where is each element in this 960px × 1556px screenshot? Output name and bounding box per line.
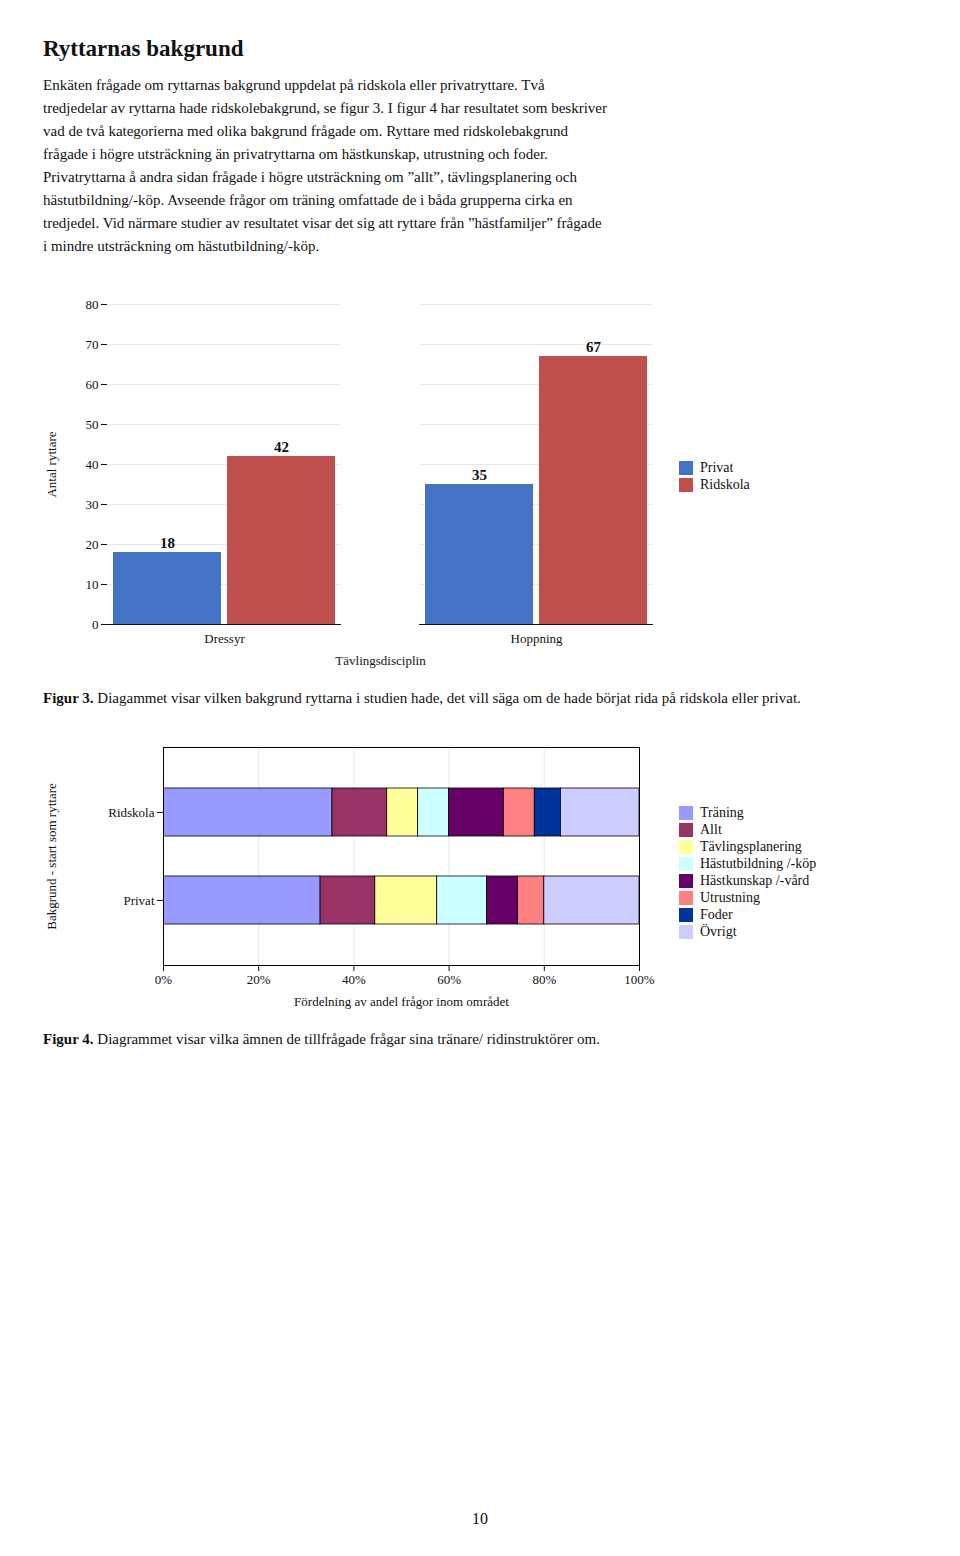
html-text:i mindre utsträckning om hästu: i mindre utsträckning om hästutbildning/… [43, 238, 320, 254]
svg-text:Dressyr: Dressyr [204, 631, 245, 646]
svg-text:Antal ryttare: Antal ryttare [44, 431, 59, 497]
svg-text:Fördelning av andel frågor ino: Fördelning av andel frågor inom området [294, 994, 509, 1009]
html-text:Hästkunskap /-vård: Hästkunskap /-vård [700, 872, 810, 888]
svg-text:20%: 20% [247, 972, 271, 987]
html-text:tredjedelar av ryttarna hade r: tredjedelar av ryttarna hade ridskolebak… [43, 100, 607, 116]
html-text:hästutbildning/-köp. Avseende: hästutbildning/-köp. Avseende frågor om … [43, 192, 573, 208]
svg-text:80%: 80% [532, 972, 556, 987]
html-text:Figur 4. Diagrammet visar vilk: Figur 4. Diagrammet visar vilka ämnen de… [43, 1031, 600, 1047]
html-text:10: 10 [472, 1510, 488, 1527]
svg-text:70: 70 [86, 337, 99, 352]
html-text:Ryttarnas bakgrund: Ryttarnas bakgrund [43, 36, 244, 61]
html-text:Allt: Allt [700, 821, 722, 837]
html-text:Foder: Foder [700, 906, 733, 922]
svg-text:42: 42 [274, 439, 289, 455]
svg-text:Tävlingsdisciplin: Tävlingsdisciplin [335, 653, 426, 668]
svg-text:Bakgrund - start som ryttare: Bakgrund - start som ryttare [44, 783, 59, 930]
html-text:Hästutbildning /-köp: Hästutbildning /-köp [700, 855, 817, 871]
svg-text:67: 67 [586, 339, 602, 355]
svg-text:100%: 100% [624, 972, 655, 987]
svg-text:50: 50 [86, 417, 99, 432]
svg-text:0: 0 [92, 617, 99, 632]
svg-text:30: 30 [86, 497, 99, 512]
svg-text:18: 18 [160, 535, 175, 551]
svg-text:Hoppning: Hoppning [511, 631, 564, 646]
svg-text:80: 80 [86, 297, 99, 312]
svg-text:20: 20 [86, 537, 99, 552]
svg-text:60: 60 [86, 377, 99, 392]
html-text:Övrigt: Övrigt [700, 923, 737, 939]
svg-text:Ridskola: Ridskola [108, 805, 154, 820]
svg-text:40%: 40% [342, 972, 366, 987]
html-text:frågade i högre utsträckning ä: frågade i högre utsträckning än privatry… [43, 146, 548, 162]
html-text:Privat: Privat [700, 459, 734, 475]
html-text:Träning: Träning [700, 804, 744, 820]
svg-text:0%: 0% [155, 972, 173, 987]
html-text:Utrustning: Utrustning [700, 889, 760, 905]
svg-text:60%: 60% [437, 972, 461, 987]
html-text:vad de två kategorierna med ol: vad de två kategorierna med olika bakgru… [43, 123, 569, 139]
svg-text:10: 10 [86, 577, 99, 592]
html-text:Ridskola: Ridskola [700, 476, 750, 492]
html-text:Enkäten frågade om ryttarnas b: Enkäten frågade om ryttarnas bakgrund up… [43, 77, 545, 93]
svg-text:40: 40 [86, 457, 99, 472]
html-text:tredjedel. Vid närmare studier: tredjedel. Vid närmare studier av result… [43, 215, 602, 231]
svg-text:Privat: Privat [123, 893, 154, 908]
html-text:Figur 3. Diagammet visar vilke: Figur 3. Diagammet visar vilken bakgrund… [43, 690, 801, 706]
html-text:Tävlingsplanering: Tävlingsplanering [700, 838, 802, 854]
svg-text:35: 35 [472, 467, 487, 483]
html-text:Privatryttarna å andra sidan f: Privatryttarna å andra sidan frågade i h… [43, 169, 577, 185]
